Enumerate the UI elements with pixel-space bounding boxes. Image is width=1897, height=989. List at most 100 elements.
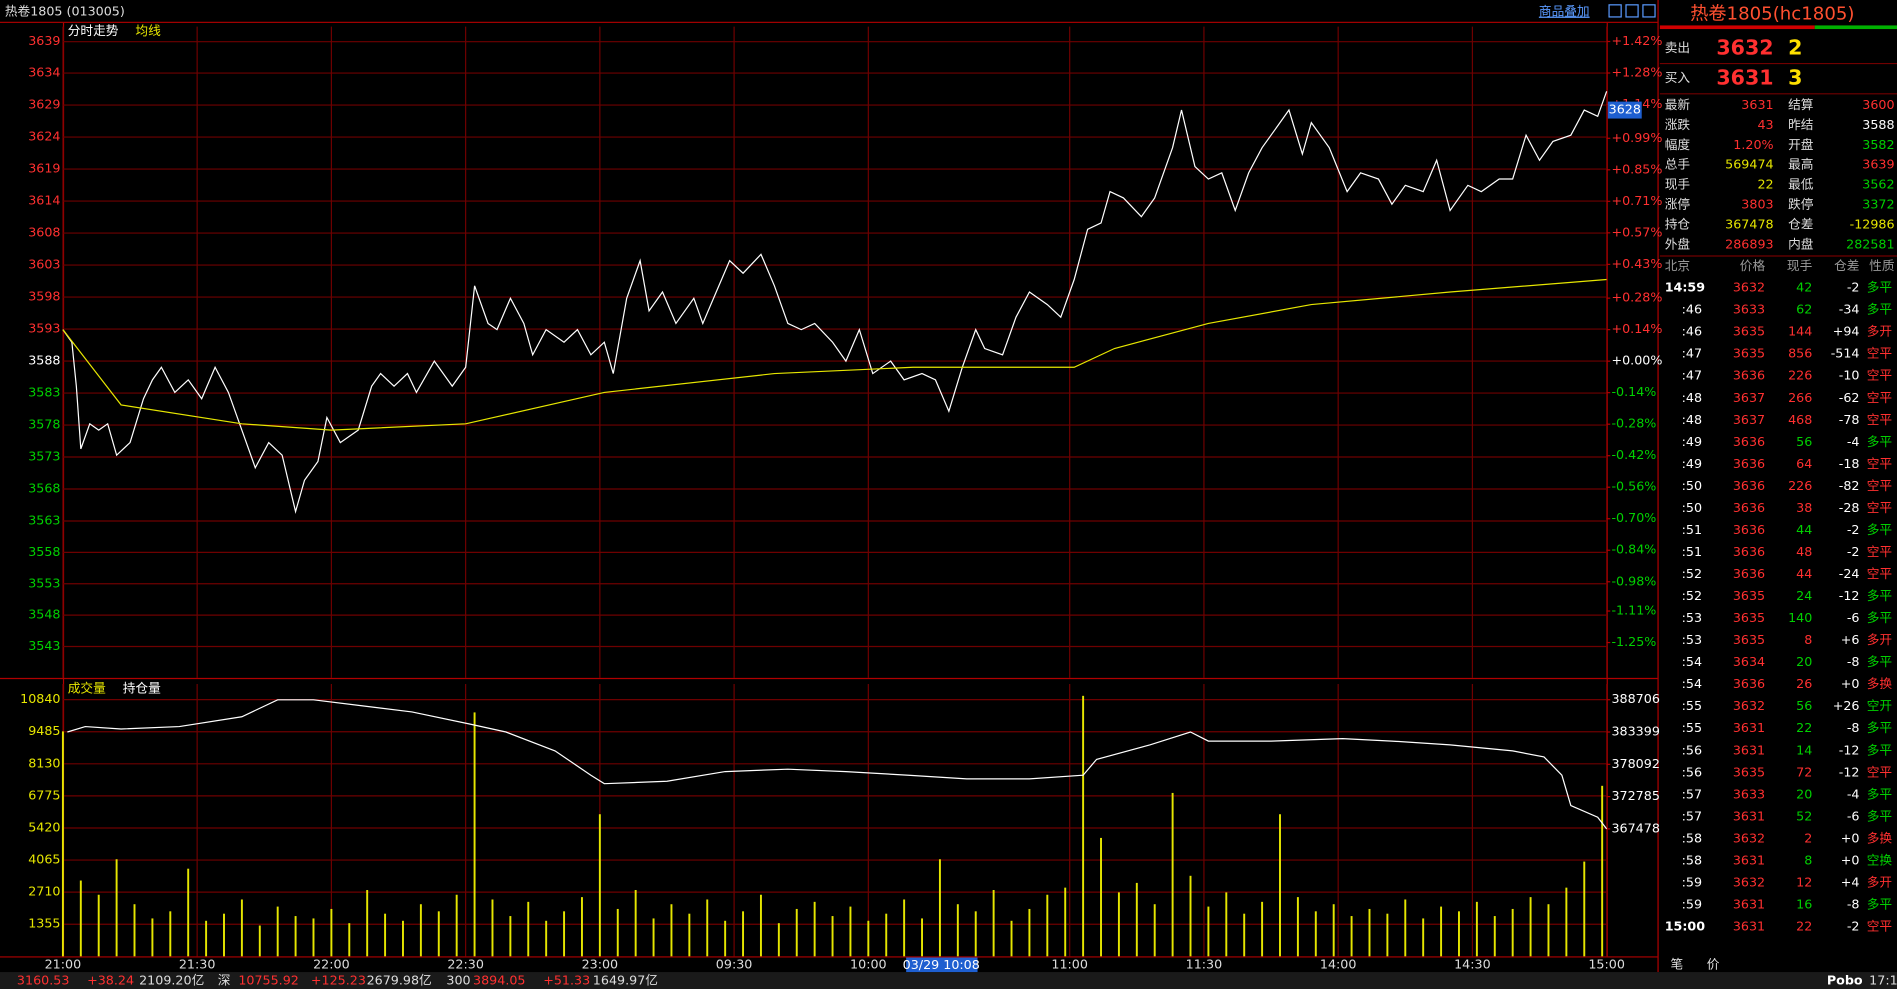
y2-tick-label: +0.71% <box>1611 193 1662 208</box>
volume-bar <box>1010 920 1013 957</box>
icon[interactable] <box>1625 4 1639 18</box>
volume-bar <box>348 923 351 957</box>
cursor-box <box>906 957 978 973</box>
trade-cell: 3632 <box>1733 830 1765 845</box>
stat-label: 总手 <box>1665 157 1691 172</box>
stat-label: 昨结 <box>1788 117 1813 132</box>
trade-header: 仓差 <box>1834 258 1859 273</box>
volume-bar <box>777 923 780 957</box>
stat-label: 涨跌 <box>1665 117 1691 132</box>
trade-cell: 多平 <box>1867 654 1893 669</box>
x-tick-label: 21:00 <box>45 956 82 971</box>
trade-cell: 3636 <box>1733 478 1765 493</box>
trade-cell: 72 <box>1796 764 1812 779</box>
volume-bar <box>527 901 530 957</box>
trade-cell: 多平 <box>1867 302 1893 317</box>
trade-cell: :49 <box>1682 456 1702 471</box>
volume-bar <box>187 868 190 957</box>
legend-entry: 成交量 <box>68 680 106 695</box>
book-label: 卖出 <box>1665 40 1690 55</box>
trade-cell: 空平 <box>1867 500 1893 515</box>
trade-cell: +4 <box>1841 874 1860 889</box>
trade-cell: 3636 <box>1733 456 1765 471</box>
trade-cell: 3632 <box>1733 874 1765 889</box>
volume-bar <box>1028 908 1031 957</box>
x-tick-label: 21:30 <box>179 956 216 971</box>
stat-label: 最高 <box>1788 157 1813 172</box>
volume-bar <box>1332 904 1335 957</box>
trade-cell: 3633 <box>1733 302 1765 317</box>
status-item: 2679.98亿 <box>367 973 432 988</box>
trade-cell: 62 <box>1796 302 1812 317</box>
trade-cell: 3635 <box>1733 346 1765 361</box>
cursor-label: 03/29 10:08 <box>903 957 980 972</box>
y-tick-label: 6775 <box>28 787 60 802</box>
stat-label: 涨停 <box>1665 197 1691 212</box>
stat-label: 现手 <box>1665 177 1691 192</box>
trade-cell: +6 <box>1841 632 1860 647</box>
trade-cell: 20 <box>1796 654 1812 669</box>
trade-cell: :55 <box>1682 720 1702 735</box>
trade-cell: 44 <box>1796 566 1812 581</box>
y2-tick-label: 383399 <box>1611 724 1659 739</box>
volume-bar <box>759 894 762 957</box>
volume-bar <box>742 911 745 957</box>
volume-bar <box>1440 906 1443 957</box>
y2-tick-label: +0.85% <box>1611 161 1662 176</box>
volume-bar <box>1529 897 1532 957</box>
stat-value: 3639 <box>1862 157 1894 172</box>
volume-bar <box>330 908 333 957</box>
trade-cell: 多换 <box>1867 830 1893 845</box>
x-tick-label: 22:00 <box>313 956 350 971</box>
y2-tick-label: +1.42% <box>1611 33 1662 48</box>
volume-bar <box>312 918 315 957</box>
trade-cell: :51 <box>1682 522 1702 537</box>
trade-cell: :49 <box>1682 434 1702 449</box>
stat-value: 286893 <box>1725 237 1773 252</box>
y-tick-label: 3598 <box>28 289 60 304</box>
volume-bar <box>1404 899 1407 957</box>
y-tick-label: 3619 <box>28 161 60 176</box>
volume-bar <box>61 731 64 957</box>
volume-bar <box>1422 918 1425 957</box>
volume-bar <box>956 904 959 957</box>
trade-cell: -6 <box>1847 808 1860 823</box>
y-tick-label: 10840 <box>20 691 60 706</box>
y-tick-label: 4065 <box>28 852 60 867</box>
volume-bar <box>1583 861 1586 957</box>
stat-value: 3372 <box>1862 197 1894 212</box>
y-tick-label: 3553 <box>28 575 60 590</box>
trade-cell: -4 <box>1847 786 1860 801</box>
icon[interactable] <box>1608 4 1622 18</box>
trade-cell: :54 <box>1682 654 1702 669</box>
volume-bar <box>1064 887 1067 957</box>
trade-cell: 多开 <box>1867 324 1893 339</box>
volume-bar <box>1565 887 1568 957</box>
volume-bar <box>473 712 476 957</box>
tab[interactable]: 价 <box>1707 956 1720 971</box>
overlay-button[interactable]: 商品叠加 <box>1539 4 1590 19</box>
trade-cell: 空平 <box>1867 544 1893 559</box>
trade-cell: 3637 <box>1733 390 1765 405</box>
trade-cell: :58 <box>1682 852 1702 867</box>
status-item: +38.24 <box>87 973 134 988</box>
legend-entry: 分时走势 <box>68 23 119 38</box>
x-tick-label: 10:00 <box>850 956 887 971</box>
trade-cell: 8 <box>1804 852 1812 867</box>
trade-cell: 48 <box>1796 544 1812 559</box>
y-tick-label: 3563 <box>28 513 60 528</box>
stat-label: 外盘 <box>1665 237 1691 252</box>
trade-cell: :50 <box>1682 500 1702 515</box>
trade-cell: 空换 <box>1867 852 1893 867</box>
y2-tick-label: -0.42% <box>1611 447 1656 462</box>
volume-bar <box>455 894 458 957</box>
status-item: +51.33 <box>543 973 590 988</box>
trade-cell: 24 <box>1796 588 1812 603</box>
trade-cell: 空平 <box>1867 456 1893 471</box>
trade-cell: 2 <box>1804 830 1812 845</box>
icon[interactable] <box>1642 4 1656 18</box>
trade-cell: :53 <box>1682 632 1702 647</box>
trade-cell: 空平 <box>1867 919 1893 934</box>
tab[interactable]: 笔 <box>1670 956 1683 971</box>
